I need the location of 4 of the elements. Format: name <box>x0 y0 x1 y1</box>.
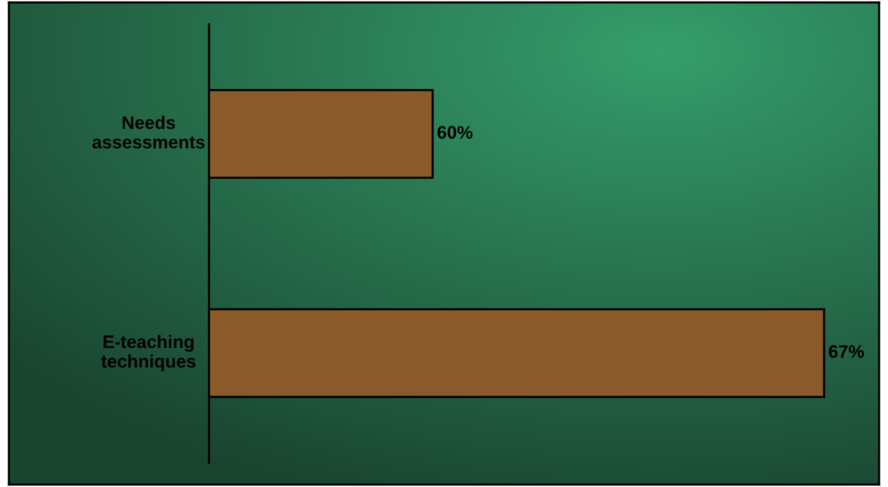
data-label: 67% <box>828 345 864 358</box>
y-tick-label: E-teaching techniques <box>101 334 196 372</box>
data-label: 60% <box>437 126 472 139</box>
y-tick-label: Needs assessments <box>92 116 205 148</box>
